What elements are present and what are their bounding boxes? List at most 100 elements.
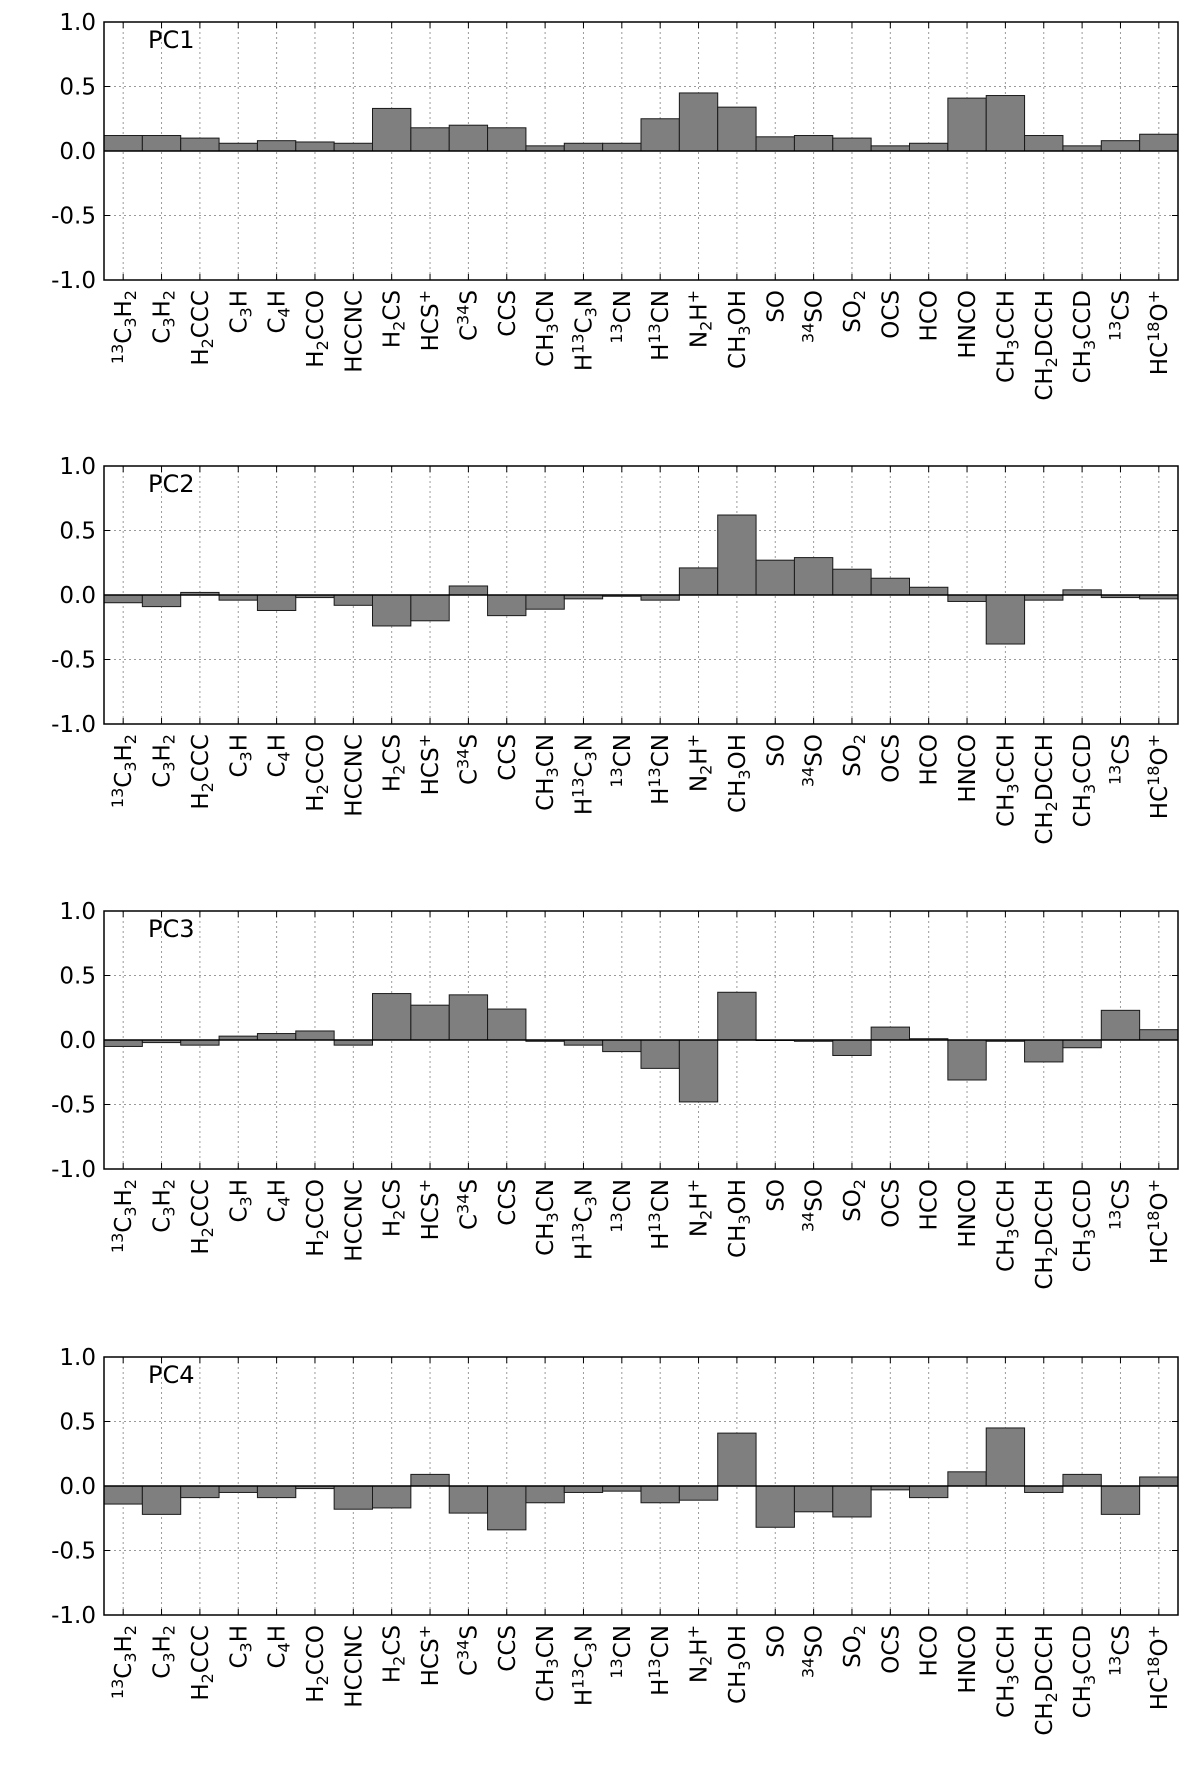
x-tick-label: HCCNC	[341, 290, 367, 373]
x-tick-label: C3H	[226, 290, 255, 334]
bar-HC18O+	[1139, 1029, 1179, 1041]
x-tick-label: H13CN	[645, 290, 674, 361]
x-tick-label: H2CS	[380, 1179, 409, 1237]
x-tick-label: HCO	[917, 1625, 943, 1676]
y-tick-label: 1.0	[59, 899, 96, 925]
x-tick-label: SO	[763, 1625, 789, 1658]
bar-H13C3N	[563, 1485, 604, 1493]
bar-C4H	[256, 594, 297, 611]
x-tick-label: HC18O+	[1144, 734, 1173, 819]
bar-34SO	[793, 557, 834, 596]
x-tick-label: 34SO	[799, 290, 828, 343]
x-tick-label: 34SO	[799, 1625, 828, 1678]
x-tick-label: N2H+	[684, 1179, 716, 1237]
panel-title: PC2	[148, 470, 195, 498]
bar-C3H	[218, 1485, 258, 1493]
x-tick-label: H2CCC	[188, 1625, 217, 1701]
x-tick-label: H2CCC	[188, 734, 217, 810]
y-tick-label: 1.0	[59, 1345, 96, 1371]
bar-CH3CCH	[985, 1427, 1026, 1487]
bar-CH3CN	[525, 594, 565, 610]
y-tick-label: -1.0	[51, 1603, 96, 1629]
bar-H2CS	[372, 993, 412, 1041]
bar-34SO	[793, 1485, 834, 1513]
bar-13CS	[1100, 140, 1141, 152]
x-tick-label: CH3OH	[725, 290, 754, 369]
bar-C4H	[256, 140, 297, 152]
x-tick-label: HCS+	[415, 1179, 444, 1240]
chart-panel-2: 1.0 0.5 0.0 -0.5 -1.0 PC2 13C3H2 C3H2 H2CCC C3H C4…	[51, 454, 1179, 845]
bar-C4H	[256, 1033, 297, 1041]
bar-HCS+	[410, 1004, 450, 1041]
bar-34SO	[793, 135, 834, 152]
y-tick-label: -0.5	[51, 648, 96, 674]
x-tick-label: H13C3N	[568, 734, 600, 815]
chart-panel-3: 1.0 0.5 0.0 -0.5 -1.0 PC3 13C3H2 C3H2 H2CCC C3H C4…	[51, 899, 1179, 1290]
bar-OCS	[870, 577, 911, 596]
bar-CH3OH	[717, 514, 757, 596]
bar-H2CCC	[180, 1039, 220, 1046]
bar-OCS	[870, 1026, 911, 1041]
x-tick-label: H13C3N	[568, 1625, 600, 1706]
bar-H2CCO	[295, 1030, 335, 1041]
x-tick-label: C3H2	[150, 290, 179, 344]
bar-H2CCC	[180, 1485, 220, 1499]
bar-13C3H2	[103, 594, 143, 604]
x-tick-label: HNCO	[955, 734, 981, 803]
bar-SO	[755, 1485, 795, 1528]
x-tick-label: C3H	[226, 1179, 255, 1223]
bar-CH2DCCH	[1024, 1039, 1064, 1063]
bar-CH3CCD	[1062, 1039, 1102, 1049]
bar-CH3CCD	[1062, 145, 1102, 152]
x-tick-label: C3H	[226, 1625, 255, 1669]
panel-title: PC1	[148, 26, 195, 54]
bar-C4H	[256, 1485, 297, 1499]
x-tick-label: HC18O+	[1144, 1625, 1173, 1710]
bar-C34S	[448, 124, 489, 152]
bar-SO2	[832, 137, 872, 152]
bar-CH2DCCH	[1024, 135, 1064, 152]
bar-CH3OH	[717, 106, 757, 152]
bar-SO	[755, 559, 795, 596]
bar-HCS+	[410, 127, 450, 152]
x-tick-label: H2CCO	[303, 1625, 332, 1703]
x-tick-label: H2CCC	[188, 290, 217, 366]
y-tick-label: -1.0	[51, 268, 96, 294]
x-tick-label: CH3CCD	[1070, 1625, 1099, 1718]
plot-frame	[103, 21, 1179, 281]
plot-frame	[103, 1356, 1179, 1616]
bar-HCO	[909, 142, 949, 152]
x-tick-label: CH3CCH	[993, 734, 1022, 827]
x-tick-label: SO	[763, 290, 789, 323]
x-tick-label: 13CS	[1105, 1179, 1134, 1230]
y-tick-label: 0.5	[59, 75, 96, 101]
x-tick-label: H2CS	[380, 1625, 409, 1683]
bar-H13C3N	[563, 1039, 604, 1046]
bar-CCS	[487, 1485, 527, 1531]
x-tick-label: HC18O+	[1144, 290, 1173, 375]
x-tick-label: C34S	[453, 734, 482, 785]
x-tick-label: CH2DCCH	[1032, 1179, 1061, 1290]
bar-13CS	[1100, 1485, 1141, 1515]
bar-SO2	[832, 1485, 872, 1518]
y-tick-label: -0.5	[51, 1093, 96, 1119]
bar-C3H	[218, 142, 258, 152]
bar-HCS+	[410, 1473, 450, 1487]
bar-H2CS	[372, 107, 412, 152]
bar-HCCNC	[333, 1039, 373, 1046]
x-tick-label: SO	[763, 1179, 789, 1212]
x-tick-label: C4H	[265, 734, 294, 778]
bar-H2CS	[372, 1485, 412, 1509]
bar-HCCNC	[333, 142, 373, 152]
bar-CH3CCD	[1062, 589, 1102, 596]
x-tick-label: CCS	[495, 290, 521, 337]
bar-HNCO	[947, 1039, 987, 1081]
x-tick-label: SO	[763, 734, 789, 767]
x-tick-label: H13CN	[645, 734, 674, 805]
bar-HCCNC	[333, 594, 373, 606]
bar-CH2DCCH	[1024, 1485, 1064, 1493]
x-tick-label: H13C3N	[568, 290, 600, 371]
bar-HNCO	[947, 594, 987, 602]
bar-H13CN	[640, 118, 680, 152]
